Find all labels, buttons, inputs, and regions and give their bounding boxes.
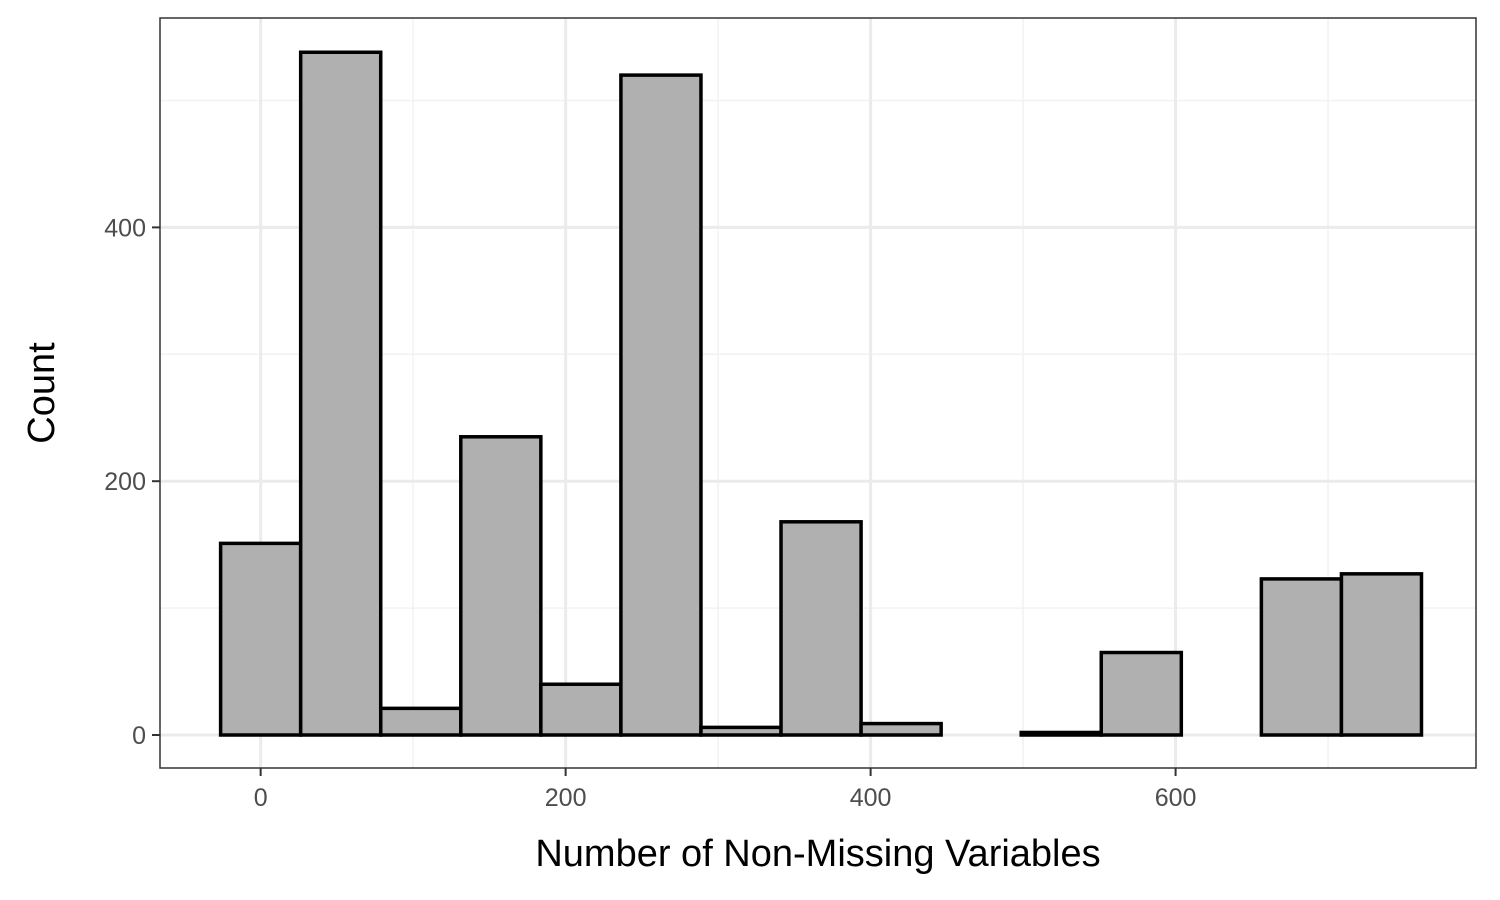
axes: 0 200 400 600 0 200 400 [104, 214, 1196, 812]
histogram-bar [298, 50, 383, 737]
y-tick-label: 0 [132, 722, 146, 750]
histogram-bar [1259, 577, 1344, 737]
x-tick-label: 200 [545, 784, 587, 812]
histogram-bar [779, 520, 863, 737]
histogram-bar [1339, 572, 1424, 737]
histogram-bar [699, 725, 783, 737]
histogram-bar [459, 435, 543, 737]
x-tick-label: 400 [850, 784, 892, 812]
histogram-bars [218, 50, 1424, 737]
x-axis-title: Number of Non-Missing Variables [535, 833, 1100, 875]
histogram-bar [859, 721, 943, 737]
histogram-bar [218, 541, 303, 737]
y-axis-title: Count [21, 342, 63, 444]
histogram-bar [539, 682, 623, 737]
histogram-bar [1019, 730, 1104, 737]
histogram-bar [378, 706, 463, 737]
y-tick-label: 200 [104, 468, 146, 496]
histogram-bar [1099, 650, 1184, 737]
y-tick-label: 400 [104, 214, 146, 242]
panel-border [159, 17, 1477, 769]
x-tick-label: 0 [254, 784, 268, 812]
histogram-bar [619, 73, 703, 737]
x-tick-label: 600 [1155, 784, 1197, 812]
